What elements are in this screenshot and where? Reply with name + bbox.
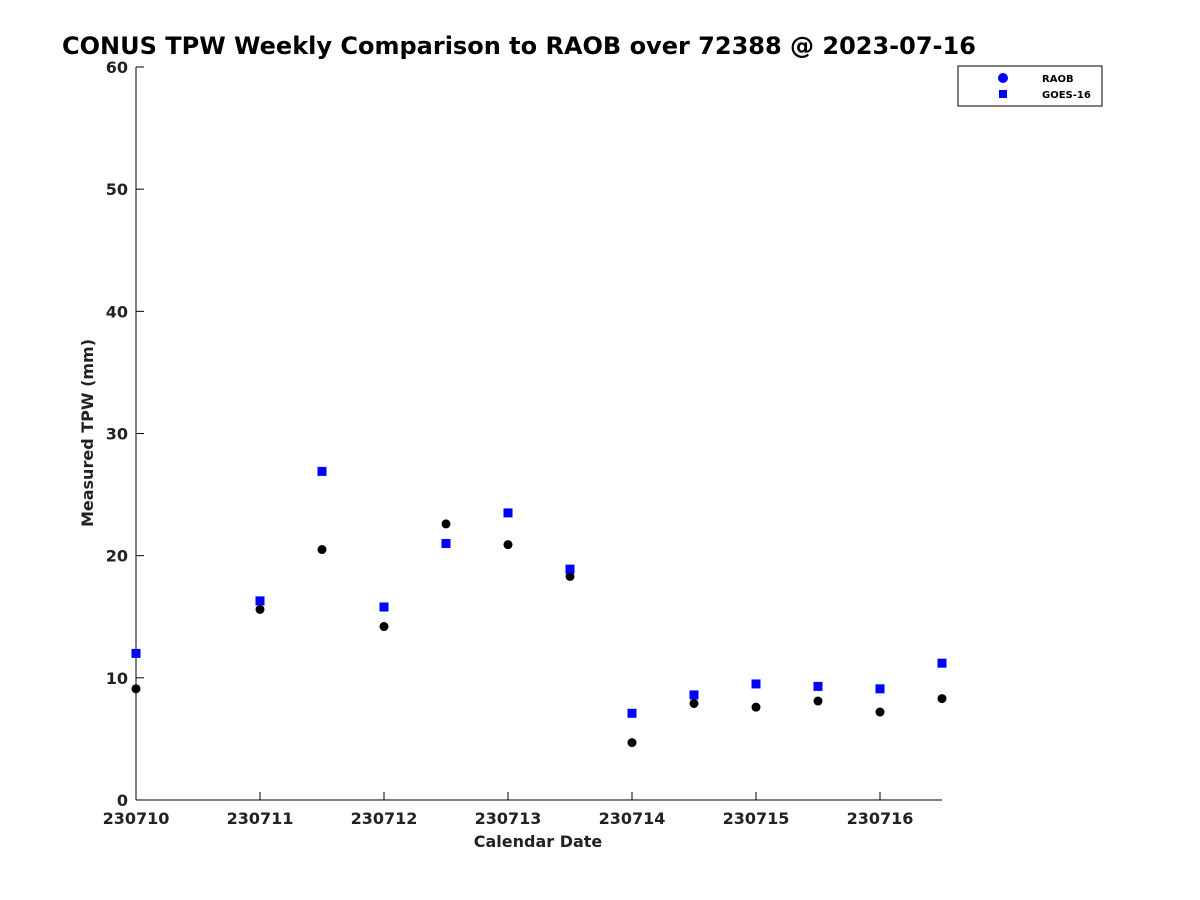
y-tick-label: 0 [117, 791, 128, 810]
goes16-point [751, 679, 761, 689]
raob-point [255, 604, 265, 614]
y-ticks: 0 10 20 30 40 50 60 [106, 58, 144, 810]
x-tick-label: 230714 [599, 809, 666, 828]
x-tick-label: 230712 [351, 809, 418, 828]
legend-label: GOES-16 [1042, 90, 1091, 101]
raob-point [689, 698, 699, 708]
y-axis-label: Measured TPW (mm) [78, 339, 97, 527]
goes16-point [503, 508, 513, 518]
x-tick-label: 230711 [227, 809, 294, 828]
raob-point [379, 622, 389, 632]
x-ticks: 230710 230711 230712 230713 230714 230715 2307… [103, 792, 914, 828]
raob-point [813, 696, 823, 706]
raob-point [565, 571, 575, 581]
goes16-point [937, 658, 947, 668]
raob-point [875, 707, 885, 717]
legend: RAOB GOES-16 [957, 65, 1103, 107]
legend-box [957, 65, 1103, 107]
y-tick-label: 50 [106, 180, 128, 199]
y-tick-label: 20 [106, 547, 128, 566]
x-tick-label: 230715 [723, 809, 790, 828]
raob-point [751, 702, 761, 712]
goes16-point [379, 602, 389, 612]
chart-title: CONUS TPW Weekly Comparison to RAOB over… [62, 32, 976, 60]
legend-raob-marker [998, 73, 1008, 83]
goes16-point [131, 648, 141, 658]
goes16-point [689, 690, 699, 700]
y-tick-label: 40 [106, 302, 128, 321]
raob-point [503, 540, 513, 550]
raob-point [131, 684, 141, 694]
raob-point [317, 545, 327, 555]
raob-point [937, 694, 947, 704]
raob-point [627, 738, 637, 748]
x-tick-label: 230710 [103, 809, 170, 828]
y-tick-label: 60 [106, 58, 128, 77]
x-axis-label: Calendar Date [474, 832, 603, 851]
y-tick-label: 10 [106, 669, 128, 688]
raob-point [441, 519, 451, 529]
x-tick-label: 230713 [475, 809, 542, 828]
goes16-point [565, 564, 575, 574]
goes16-point [627, 708, 637, 718]
goes16-point [813, 681, 823, 691]
goes16-point [255, 596, 265, 606]
legend-goes16-marker [999, 90, 1007, 98]
goes16-point [875, 684, 885, 694]
x-tick-label: 230716 [847, 809, 914, 828]
legend-label: RAOB [1042, 74, 1074, 85]
goes16-point [441, 538, 451, 548]
data-markers [131, 466, 947, 748]
goes16-point [317, 466, 327, 476]
y-tick-label: 30 [106, 425, 128, 444]
